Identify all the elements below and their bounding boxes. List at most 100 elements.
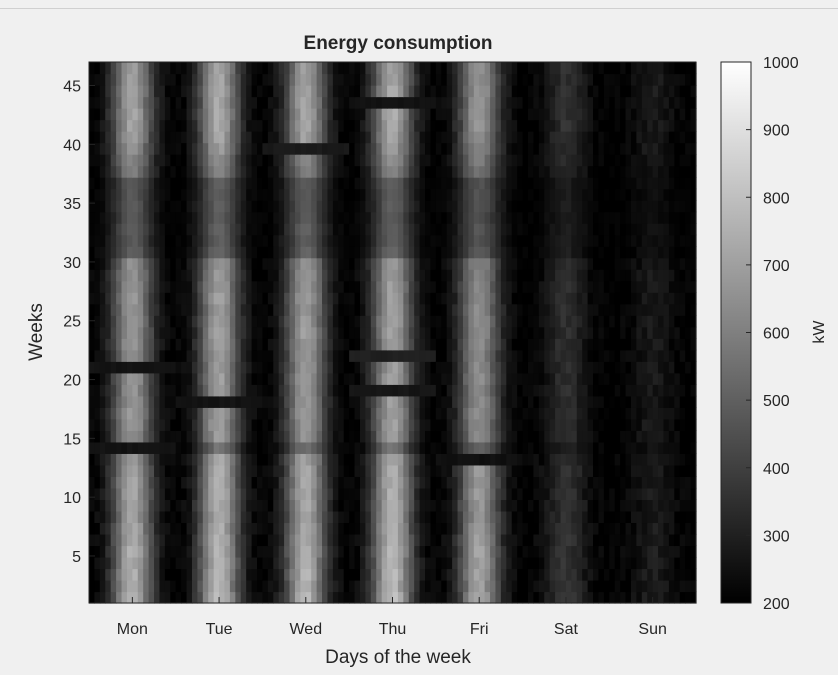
heatmap-cell bbox=[630, 361, 637, 374]
heatmap-cell bbox=[338, 62, 345, 75]
heatmap-cell bbox=[148, 315, 155, 328]
heatmap-cell bbox=[376, 315, 383, 328]
heatmap-cell bbox=[235, 533, 242, 547]
heatmap-cell bbox=[181, 234, 188, 247]
heatmap-cell bbox=[262, 407, 269, 420]
heatmap-cell bbox=[175, 545, 182, 558]
heatmap-cell bbox=[408, 223, 415, 236]
heatmap-cell bbox=[159, 188, 166, 201]
heatmap-cell bbox=[668, 476, 675, 489]
heatmap-cell bbox=[555, 395, 562, 408]
heatmap-cell bbox=[576, 499, 583, 512]
heatmap-cell bbox=[154, 372, 161, 385]
heatmap-cell bbox=[500, 487, 507, 500]
heatmap-cell bbox=[262, 464, 269, 477]
heatmap-cell bbox=[555, 96, 562, 109]
heatmap-cell bbox=[446, 407, 453, 420]
heatmap-cell bbox=[425, 177, 432, 190]
heatmap-cell bbox=[517, 522, 524, 535]
heatmap-cell bbox=[349, 246, 356, 259]
heatmap-cell bbox=[560, 372, 567, 385]
heatmap-cell bbox=[538, 349, 545, 362]
heatmap-cell bbox=[452, 430, 459, 443]
heatmap-cell bbox=[381, 292, 388, 305]
heatmap-cell bbox=[349, 556, 356, 570]
heatmap-cell bbox=[500, 292, 507, 305]
heatmap-cell bbox=[658, 303, 665, 316]
heatmap-cell bbox=[490, 211, 497, 224]
heatmap-cell bbox=[300, 200, 307, 213]
heatmap-cell bbox=[533, 154, 540, 167]
heatmap-cell bbox=[544, 269, 551, 282]
heatmap-cell bbox=[338, 269, 345, 282]
heatmap-cell bbox=[533, 349, 540, 362]
heatmap-cell bbox=[289, 556, 296, 570]
heatmap-cell bbox=[224, 441, 231, 454]
heatmap-cell bbox=[593, 430, 600, 443]
heatmap-cell bbox=[630, 464, 637, 477]
heatmap-cell bbox=[462, 108, 469, 121]
heatmap-cell bbox=[294, 499, 301, 512]
heatmap-cell bbox=[224, 395, 231, 408]
heatmap-cell bbox=[603, 315, 610, 328]
heatmap-cell bbox=[571, 131, 578, 144]
heatmap-cell bbox=[593, 119, 600, 132]
heatmap-cell bbox=[359, 223, 366, 236]
heatmap-cell bbox=[235, 165, 242, 178]
heatmap-cell bbox=[294, 418, 301, 431]
heatmap-cell bbox=[685, 326, 692, 339]
heatmap-cell bbox=[397, 464, 404, 477]
heatmap-cell bbox=[110, 269, 117, 282]
heatmap-cell bbox=[495, 62, 502, 75]
heatmap-cell bbox=[316, 246, 323, 259]
heatmap-cell bbox=[468, 418, 475, 431]
heatmap-cell bbox=[522, 315, 529, 328]
heatmap-cell bbox=[538, 487, 545, 500]
heatmap-cell bbox=[370, 499, 377, 512]
heatmap-cell bbox=[208, 62, 215, 75]
heatmap-cell bbox=[538, 73, 545, 86]
heatmap-cell bbox=[164, 407, 171, 420]
heatmap-cell bbox=[381, 269, 388, 282]
heatmap-cell bbox=[229, 384, 236, 397]
heatmap-cell bbox=[381, 395, 388, 408]
heatmap-cell bbox=[94, 188, 101, 201]
heatmap-cell bbox=[614, 384, 621, 397]
heatmap-cell bbox=[598, 533, 605, 547]
heatmap-cell bbox=[300, 211, 307, 224]
heatmap-cell bbox=[668, 579, 675, 593]
heatmap-cell bbox=[457, 407, 464, 420]
heatmap-cell bbox=[403, 177, 410, 190]
heatmap-cell bbox=[576, 556, 583, 570]
heatmap-cell bbox=[143, 292, 150, 305]
heatmap-cell bbox=[538, 200, 545, 213]
heatmap-cell bbox=[506, 372, 513, 385]
heatmap-cell bbox=[435, 430, 442, 443]
heatmap-cell bbox=[490, 154, 497, 167]
heatmap-cell bbox=[105, 441, 112, 454]
heatmap-cell bbox=[620, 303, 627, 316]
heatmap-cell bbox=[435, 338, 442, 351]
heatmap-cell bbox=[679, 545, 686, 558]
heatmap-cell bbox=[110, 177, 117, 190]
heatmap-cell bbox=[181, 487, 188, 500]
heatmap-cell bbox=[397, 96, 404, 109]
heatmap-cell bbox=[110, 510, 117, 524]
heatmap-cell bbox=[186, 407, 193, 420]
heatmap-cell bbox=[121, 223, 128, 236]
heatmap-cell bbox=[213, 131, 220, 144]
heatmap-cell bbox=[181, 292, 188, 305]
heatmap-cell bbox=[99, 372, 106, 385]
heatmap-cell bbox=[576, 223, 583, 236]
heatmap-cell bbox=[365, 234, 372, 247]
heatmap-cell bbox=[322, 73, 329, 86]
heatmap-cell bbox=[294, 361, 301, 374]
heatmap-cell bbox=[284, 315, 291, 328]
heatmap-cell bbox=[636, 372, 643, 385]
heatmap-cell bbox=[500, 280, 507, 293]
heatmap-cell bbox=[549, 407, 556, 420]
heatmap-cell bbox=[576, 464, 583, 477]
heatmap-cell bbox=[452, 315, 459, 328]
heatmap-cell bbox=[462, 579, 469, 593]
heatmap-cell bbox=[517, 556, 524, 570]
